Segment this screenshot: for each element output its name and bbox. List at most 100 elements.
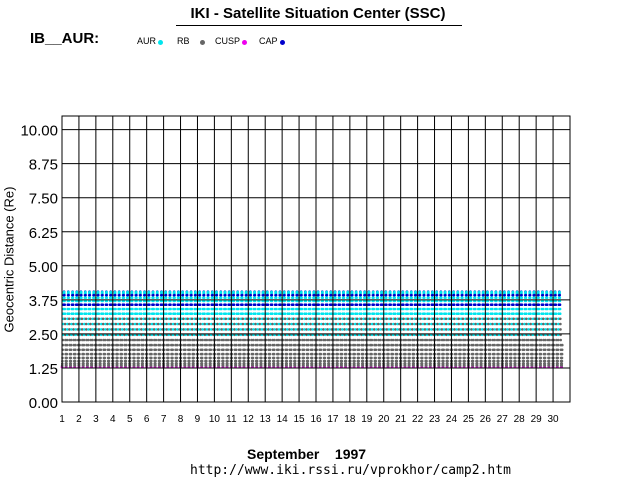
data-point-aur xyxy=(122,296,126,300)
data-point-rb xyxy=(209,338,213,342)
data-point-rb xyxy=(389,317,393,321)
data-point-rb xyxy=(152,322,156,326)
data-point-aur xyxy=(219,296,223,300)
data-point-rb xyxy=(510,352,513,356)
data-point-rb xyxy=(526,359,530,363)
data-point-rb xyxy=(141,362,144,366)
data-point-cap xyxy=(249,293,252,297)
data-point-rb xyxy=(125,338,128,342)
data-point-rb xyxy=(504,322,507,326)
data-point-rb xyxy=(226,348,230,352)
data-point-rb xyxy=(345,343,348,347)
data-point-aur xyxy=(397,307,401,311)
data-point-aur xyxy=(253,291,257,295)
data-point-aur xyxy=(385,307,388,311)
data-point-rb xyxy=(262,322,266,326)
data-point-rb xyxy=(63,328,67,331)
data-point-cap xyxy=(367,293,371,297)
data-point-rb xyxy=(493,352,496,356)
data-point-rb xyxy=(457,322,461,326)
data-point-rb xyxy=(471,359,475,363)
data-point-aur xyxy=(91,328,94,331)
data-point-cap xyxy=(346,293,350,297)
data-point-rb xyxy=(283,317,287,321)
data-point-cap xyxy=(126,303,130,307)
data-point-rb xyxy=(323,359,327,363)
data-point-aur xyxy=(66,328,69,331)
data-point-rb xyxy=(336,348,340,352)
data-point-aur xyxy=(76,312,79,316)
data-point-cap xyxy=(435,293,439,297)
data-point-rb xyxy=(65,338,69,342)
data-point-cap xyxy=(190,303,193,307)
data-point-rb xyxy=(470,317,473,321)
data-point-rb xyxy=(220,328,224,331)
data-point-aur xyxy=(474,312,477,316)
data-point-rb xyxy=(391,348,395,352)
data-point-rb xyxy=(324,338,327,342)
data-point-aur xyxy=(270,291,274,295)
data-point-rb xyxy=(124,348,128,352)
data-point-rb xyxy=(531,348,534,352)
data-point-rb xyxy=(357,362,360,366)
data-point-rb xyxy=(175,362,178,366)
data-point-cap xyxy=(376,293,380,297)
data-point-rb xyxy=(539,362,542,366)
data-point-aur xyxy=(406,307,410,311)
data-point-aur xyxy=(82,328,86,331)
data-point-aur xyxy=(211,312,215,316)
data-point-aur xyxy=(169,307,172,311)
data-point-rb xyxy=(495,322,499,326)
data-point-rb xyxy=(387,343,391,347)
data-point-rb xyxy=(453,317,456,321)
data-point-rb xyxy=(254,317,257,321)
data-point-rb xyxy=(293,359,297,363)
data-point-aur xyxy=(99,328,103,331)
data-point-rb xyxy=(351,317,355,321)
data-point-cap xyxy=(473,293,477,297)
data-point-cap xyxy=(427,293,430,297)
data-point-rb xyxy=(165,322,168,326)
data-point-aur xyxy=(97,296,100,300)
data-point-aur xyxy=(317,296,320,300)
data-point-cap xyxy=(342,293,346,297)
data-point-rb xyxy=(480,359,483,363)
data-point-aur xyxy=(351,307,355,311)
data-point-aur xyxy=(245,312,249,316)
data-point-aur xyxy=(512,307,515,311)
data-point-aur xyxy=(121,322,124,326)
data-point-rb xyxy=(221,362,225,366)
data-point-rb xyxy=(205,356,208,360)
data-point-rb xyxy=(423,317,427,321)
data-point-cap xyxy=(423,303,426,307)
data-point-cap xyxy=(313,303,316,307)
data-point-cap xyxy=(308,293,312,297)
data-point-rb xyxy=(86,352,90,356)
data-point-rb xyxy=(123,338,126,342)
data-point-rb xyxy=(425,362,428,366)
data-point-cap xyxy=(202,293,206,297)
data-point-cap xyxy=(101,303,105,307)
data-point-cap xyxy=(109,293,113,297)
data-point-rb xyxy=(234,348,238,352)
data-point-cap xyxy=(245,303,248,307)
data-point-aur xyxy=(199,312,202,316)
data-point-rb xyxy=(150,338,154,342)
data-point-rb xyxy=(506,338,509,342)
data-point-rb xyxy=(260,343,264,347)
data-point-cap xyxy=(131,303,134,307)
data-point-aur xyxy=(214,322,217,326)
data-point-rb xyxy=(186,317,189,321)
data-point-aur xyxy=(529,307,532,311)
data-point-aur xyxy=(215,291,218,295)
data-point-cap xyxy=(372,303,376,307)
data-point-aur xyxy=(109,291,113,295)
data-point-aur xyxy=(135,312,139,316)
data-point-rb xyxy=(73,356,77,360)
data-point-aur xyxy=(133,322,137,326)
data-point-aur xyxy=(165,312,168,316)
data-point-rb xyxy=(65,343,69,347)
data-point-rb xyxy=(188,348,191,352)
data-point-rb xyxy=(374,362,377,366)
data-point-rb xyxy=(429,359,433,363)
